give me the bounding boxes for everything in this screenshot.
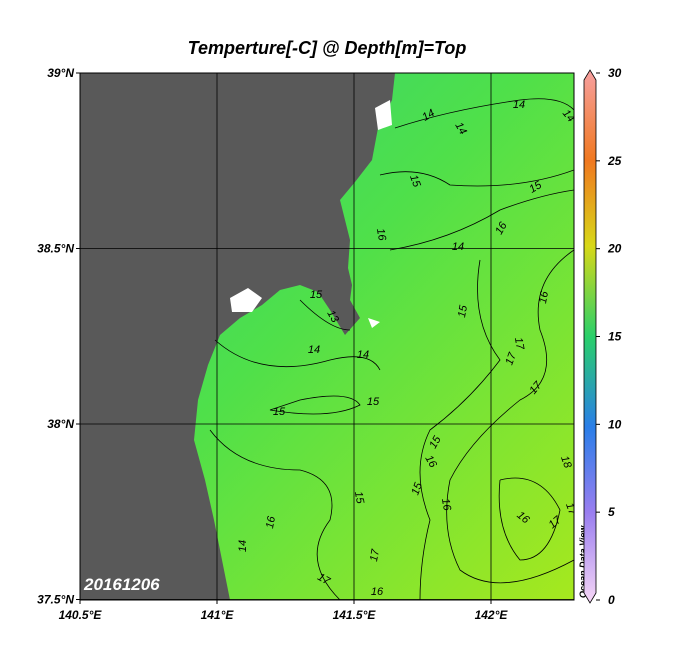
contour-label: 14 (452, 120, 469, 137)
lon-tick-label: 141°E (201, 608, 235, 622)
plot-frame (79, 72, 575, 601)
contour-label: 15 (367, 396, 380, 408)
contour-label: 15 (407, 173, 423, 189)
contour-label: 14 (452, 241, 464, 253)
contour-label: 15 (456, 304, 470, 319)
contour-label: 14 (237, 540, 249, 552)
contour-label: 15 (273, 406, 286, 418)
contour-label: 14 (357, 349, 369, 361)
lat-tick-label: 38°N (47, 417, 74, 431)
colorbar-tick-label: 0 (608, 593, 615, 607)
axes: 140.5°E 141°E 141.5°E 142°E 37.5°N 38°N 38.5°N… (37, 66, 622, 622)
watermark: Ocean Data View (578, 525, 588, 598)
contour-label: 15 (310, 289, 323, 301)
lon-tick-label: 141.5°E (333, 608, 377, 622)
lat-tick-label: 38.5°N (37, 242, 74, 256)
contour-label: 17 (563, 501, 579, 517)
contour-label: 14 (513, 99, 525, 111)
contour-label: 16 (537, 290, 551, 305)
colorbar-tick-label: 20 (607, 242, 622, 256)
contour-label: 17 (503, 350, 519, 366)
colorbar-tick-label: 25 (607, 154, 622, 168)
colorbar-tick-label: 10 (608, 417, 622, 431)
lat-tick-label: 39°N (47, 66, 74, 80)
contour-lines (209, 98, 574, 600)
contour-label: 16 (374, 227, 388, 242)
colorbar (583, 69, 597, 604)
date-label: 20161206 (83, 575, 160, 594)
lon-tick-label: 142°E (475, 608, 509, 622)
title: Temperture[-C] @ Depth[m]=Top (188, 38, 467, 58)
contour-label: 16 (439, 497, 453, 512)
contour-label: 15 (352, 490, 366, 505)
contour-label: 14 (420, 107, 437, 124)
land (80, 73, 395, 600)
colorbar-tick-label: 30 (608, 66, 622, 80)
no-data (230, 100, 392, 328)
contour-label: 16 (264, 515, 278, 530)
contour-label: 17 (512, 336, 526, 351)
colorbar-tick-label: 5 (608, 505, 615, 519)
contour-label: 17 (368, 548, 382, 563)
lon-tick-label: 140.5°E (59, 608, 103, 622)
contour-label: 14 (308, 344, 320, 356)
contour-label: 16 (371, 586, 384, 598)
contour-label: 15 (409, 480, 425, 496)
contour-label: 18 (558, 454, 574, 470)
lat-tick-label: 37.5°N (37, 593, 74, 607)
colorbar-tick-label: 15 (608, 330, 622, 344)
